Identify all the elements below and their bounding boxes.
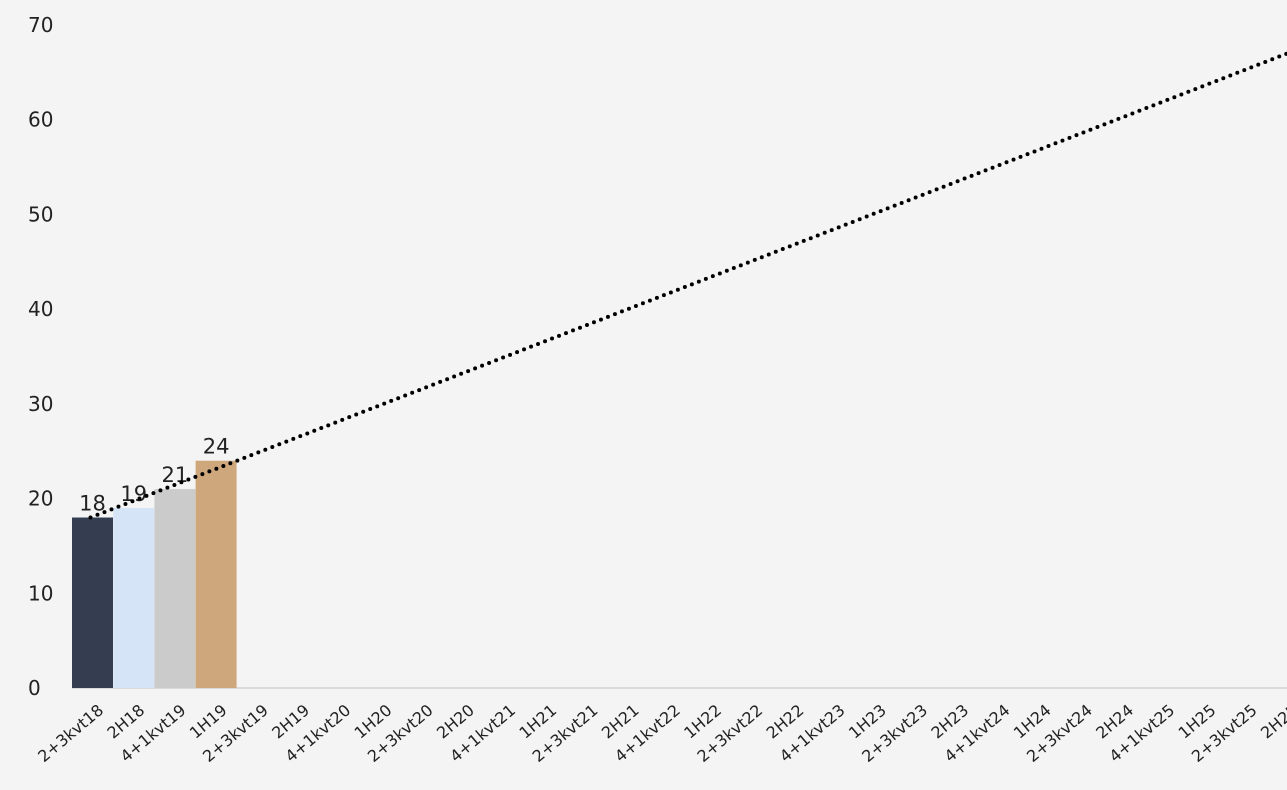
y-tick-label: 20 — [28, 487, 53, 511]
data-label-1H19: 24 — [203, 435, 230, 459]
y-axis-ticks: 0 10 20 30 40 50 60 70 — [28, 13, 53, 700]
bars — [72, 460, 237, 688]
y-tick-label: 40 — [28, 297, 53, 321]
bar-1H19 — [195, 460, 237, 688]
bar-2+3kvt18 — [72, 517, 113, 688]
bar-2H18 — [113, 508, 155, 688]
x-axis-labels: 2+3kvt182H184+1kvt191H192+3kvt192H194+1k… — [34, 701, 1287, 766]
trendline-dotted — [88, 51, 1287, 520]
x-tick-label-2H25: 2H25 — [1257, 701, 1287, 743]
y-tick-label: 0 — [28, 676, 41, 700]
trendline — [88, 51, 1287, 520]
y-tick-label: 60 — [28, 108, 53, 132]
y-tick-label: 10 — [28, 581, 53, 605]
bar-4+1kvt19 — [154, 489, 196, 688]
data-label-2+3kvt18: 18 — [79, 492, 106, 516]
y-tick-label: 50 — [28, 202, 53, 226]
y-tick-label: 30 — [28, 392, 53, 416]
y-tick-label: 70 — [28, 13, 53, 37]
x-tick-label-2+3kvt18: 2+3kvt18 — [34, 701, 107, 766]
